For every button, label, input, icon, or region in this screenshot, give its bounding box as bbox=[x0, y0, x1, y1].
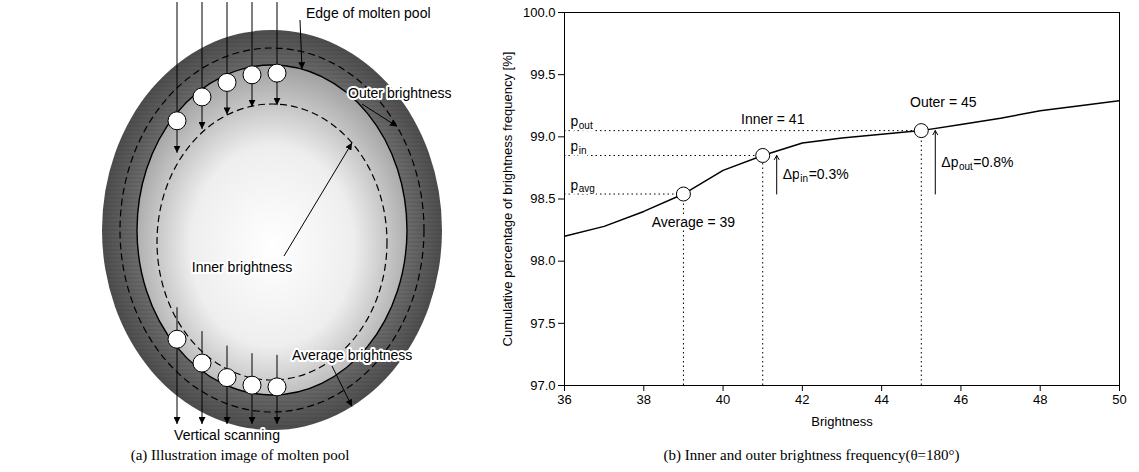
svg-text:in: in bbox=[800, 173, 808, 184]
svg-text:Δp: Δp bbox=[941, 154, 958, 170]
svg-text:out: out bbox=[959, 161, 973, 172]
svg-text:Average = 39: Average = 39 bbox=[652, 214, 736, 230]
svg-text:avg: avg bbox=[579, 183, 595, 194]
svg-text:98.5: 98.5 bbox=[530, 191, 555, 206]
svg-text:=0.3%: =0.3% bbox=[809, 166, 849, 182]
svg-text:97.0: 97.0 bbox=[530, 378, 555, 393]
svg-text:out: out bbox=[579, 120, 593, 131]
svg-text:p: p bbox=[571, 113, 579, 129]
svg-text:48: 48 bbox=[1033, 392, 1047, 407]
svg-text:p: p bbox=[571, 138, 579, 154]
svg-text:99.5: 99.5 bbox=[530, 67, 555, 82]
svg-text:97.5: 97.5 bbox=[530, 315, 555, 330]
svg-text:=0.8%: =0.8% bbox=[973, 154, 1013, 170]
svg-text:99.0: 99.0 bbox=[530, 129, 555, 144]
svg-text:Inner = 41: Inner = 41 bbox=[741, 111, 805, 127]
svg-text:Δp: Δp bbox=[783, 166, 800, 182]
svg-text:Average brightness: Average brightness bbox=[292, 347, 412, 363]
svg-text:Outer brightness: Outer brightness bbox=[348, 85, 452, 101]
svg-text:Vertical scanning: Vertical scanning bbox=[174, 427, 280, 443]
svg-text:in: in bbox=[579, 145, 587, 156]
svg-text:36: 36 bbox=[557, 392, 571, 407]
svg-text:Inner brightness: Inner brightness bbox=[192, 259, 292, 275]
svg-text:Brightness: Brightness bbox=[811, 414, 873, 429]
svg-text:100.0: 100.0 bbox=[523, 5, 556, 20]
html-text:(a) Illustration image of molt: (a) Illustration image of molten pool bbox=[130, 447, 350, 463]
svg-text:Edge of molten pool: Edge of molten pool bbox=[306, 5, 431, 21]
svg-text:40: 40 bbox=[716, 392, 730, 407]
svg-text:46: 46 bbox=[954, 392, 968, 407]
svg-text:44: 44 bbox=[874, 392, 888, 407]
svg-text:50: 50 bbox=[1112, 392, 1126, 407]
svg-text:38: 38 bbox=[637, 392, 651, 407]
svg-text:42: 42 bbox=[795, 392, 809, 407]
html-text:(b) Inner and outer brightness: (b) Inner and outer brightness frequency… bbox=[663, 447, 960, 463]
svg-text:98.0: 98.0 bbox=[530, 253, 555, 268]
svg-text:p: p bbox=[571, 177, 579, 193]
svg-text:Outer = 45: Outer = 45 bbox=[910, 94, 977, 110]
svg-text:Cumulative percentage of brigh: Cumulative percentage of brightness freq… bbox=[500, 52, 515, 347]
